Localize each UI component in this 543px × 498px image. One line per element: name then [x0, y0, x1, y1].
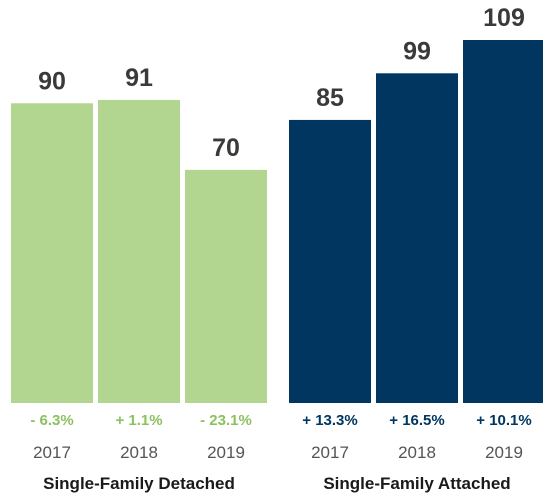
value-label-detached-2017: 90	[38, 67, 66, 95]
bar-detached-2019	[185, 169, 267, 403]
bar-detached-2018	[98, 99, 180, 404]
year-label-detached-2018: 2018	[120, 443, 158, 462]
change-label-attached-2018: + 16.5%	[389, 412, 444, 429]
change-label-attached-2019: + 10.1%	[476, 412, 531, 429]
bar-attached-2019	[463, 40, 543, 403]
year-label-detached-2017: 2017	[33, 443, 71, 462]
value-label-detached-2018: 91	[125, 64, 153, 92]
year-label-attached-2017: 2017	[311, 443, 349, 462]
value-label-attached-2018: 99	[403, 37, 431, 65]
bar-attached-2018	[376, 73, 458, 404]
bar-detached-2017	[11, 103, 93, 403]
year-label-attached-2019: 2019	[485, 443, 523, 462]
group-label-attached: Single-Family Attached	[323, 474, 510, 493]
bar-attached-2017	[289, 119, 371, 403]
year-label-detached-2019: 2019	[207, 443, 245, 462]
value-label-detached-2019: 70	[212, 134, 240, 162]
change-label-detached-2017: - 6.3%	[30, 412, 73, 429]
change-label-attached-2017: + 13.3%	[302, 412, 357, 429]
group-label-detached: Single-Family Detached	[43, 474, 235, 493]
year-label-attached-2018: 2018	[398, 443, 436, 462]
change-label-detached-2018: + 1.1%	[115, 412, 162, 429]
value-label-attached-2019: 109	[483, 4, 525, 32]
change-label-detached-2019: - 23.1%	[200, 412, 252, 429]
value-label-attached-2017: 85	[316, 84, 344, 112]
